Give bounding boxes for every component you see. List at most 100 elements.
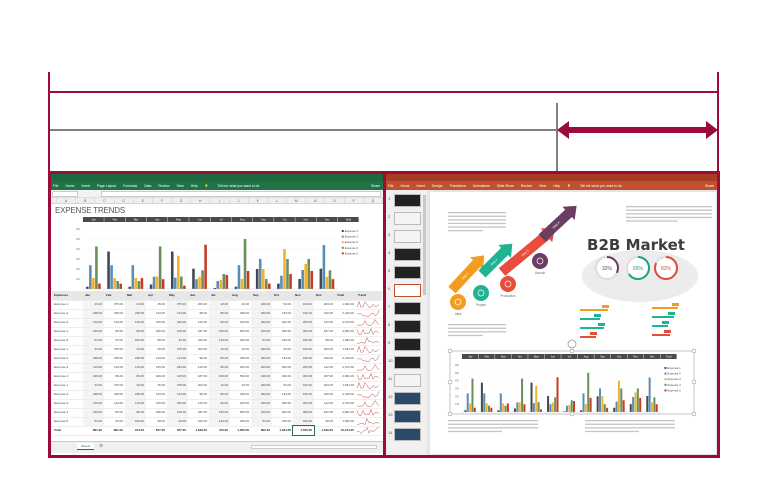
cell-value[interactable]: 200.00 [251,399,272,409]
total-value[interactable]: 470.00 [209,426,230,436]
cell-value[interactable]: 238.00 [125,390,146,400]
cell-value[interactable]: 1,593.00 [335,336,356,346]
cell-value[interactable]: 443.00 [188,336,209,346]
cell-value[interactable]: 100.00 [230,399,251,409]
cell-value[interactable]: 200.00 [251,318,272,328]
cell-value[interactable]: 180.00 [293,336,314,346]
cell-value[interactable]: 203.00 [314,300,335,310]
cell-value[interactable]: 54.00 [272,300,293,310]
cell-value[interactable]: 250.00 [293,318,314,328]
cell-value[interactable]: 200.00 [251,345,272,355]
column-header-L[interactable]: L [268,198,288,203]
total-value[interactable]: 977.00 [167,426,188,436]
cell-value[interactable]: 33.00 [167,417,188,427]
cell-value[interactable]: 187.00 [314,408,335,418]
cell-value[interactable]: 300.00 [272,408,293,418]
slide-thumbnail-7[interactable] [394,302,421,315]
cell-value[interactable]: 400.00 [272,399,293,409]
cell-value[interactable]: 125.00 [167,327,188,337]
cell-value[interactable]: 110.00 [83,363,104,373]
cell-value[interactable]: 500.00 [230,372,251,382]
cell-value[interactable]: 54.00 [104,336,125,346]
cell-value[interactable]: 110.00 [83,399,104,409]
cell-value[interactable]: 23.00 [125,345,146,355]
cell-value[interactable]: 113.00 [167,390,188,400]
ribbon-tab-data[interactable]: Data [144,183,152,188]
cell-value[interactable]: 375.00 [167,300,188,310]
cell-value[interactable]: 100.00 [293,345,314,355]
column-header-E[interactable]: E [134,198,153,203]
cell-value[interactable]: 100.00 [251,327,272,337]
cell-value[interactable]: 123.00 [146,390,167,400]
slide-thumbnail-12[interactable] [394,392,421,405]
ribbon-tab-insert[interactable]: Insert [81,183,90,188]
slide-canvas[interactable]: Step 1 Step 2 Step 3 Step 4 Idea Project Produ… [430,192,716,454]
cell-value[interactable]: 10.00 [209,381,230,391]
cell-value[interactable]: 54.00 [83,417,104,427]
share-button[interactable]: Share [370,183,380,188]
cell-value[interactable]: 33.00 [167,336,188,346]
cell-value[interactable]: 180.00 [230,417,251,427]
column-header-K[interactable]: K [249,198,268,203]
cell-value[interactable]: 426.00 [83,327,104,337]
cell-value[interactable]: 2,072.00 [335,363,356,373]
cell-value[interactable]: 23.00 [83,381,104,391]
column-header-H[interactable]: H [191,198,211,203]
cell-value[interactable]: 125.00 [146,363,167,373]
cell-value[interactable]: 426.00 [146,327,167,337]
cell-value[interactable]: 180.00 [230,336,251,346]
cell-value[interactable]: 80.00 [209,390,230,400]
cell-value[interactable]: 300.00 [251,309,272,319]
total-value[interactable]: 374.00 [125,426,146,436]
column-header-O[interactable]: O [325,198,345,203]
tell-me-search[interactable]: 💡 Tell me what you want to do [205,184,267,188]
cell-value[interactable]: 122.00 [188,318,209,328]
cell-value[interactable]: 203.00 [314,381,335,391]
cell-value[interactable]: 110.00 [104,399,125,409]
total-value[interactable]: 1,520.00 [292,425,315,436]
cell-value[interactable]: 187.00 [188,327,209,337]
cell-value[interactable]: 100.00 [251,372,272,382]
cell-value[interactable]: 54.00 [272,345,293,355]
cell-value[interactable]: 123.00 [146,309,167,319]
total-value[interactable]: 1,649.00 [314,426,335,436]
table-header-may[interactable]: May [167,291,188,301]
cell-value[interactable]: 23.00 [230,300,251,310]
add-sheet-icon[interactable]: ⊕ [99,443,104,449]
ribbon-tab-review[interactable]: Review [520,183,532,188]
cell-value[interactable]: 187.00 [188,372,209,382]
cell-value[interactable]: 133.00 [272,390,293,400]
cell-value[interactable]: 54.00 [251,336,272,346]
cell-value[interactable]: 10.00 [209,345,230,355]
cell-value[interactable]: 400.00 [272,363,293,373]
cell-value[interactable]: 440.00 [314,309,335,319]
cell-value[interactable]: 109.00 [125,417,146,427]
cell-value[interactable]: 23.00 [230,381,251,391]
cell-value[interactable]: 250.00 [293,363,314,373]
cell-value[interactable]: 45.00 [146,300,167,310]
cell-value[interactable]: 375.00 [167,345,188,355]
total-value[interactable]: 861.00 [104,426,125,436]
cell-value[interactable]: 140.00 [209,417,230,427]
ribbon-tab-file[interactable]: File [53,183,59,188]
cell-value[interactable]: 333.00 [167,399,188,409]
cell-value[interactable]: 180.00 [293,417,314,427]
cell-value[interactable]: 203.00 [188,345,209,355]
slide-thumbnail-5[interactable] [394,266,421,279]
cell-value[interactable]: 80.00 [104,372,125,382]
slide-thumbnail-11[interactable] [394,374,421,387]
thumbnail-scrollbar[interactable] [423,195,426,295]
cell-value[interactable]: 110.00 [125,399,146,409]
cell-value[interactable]: 100.00 [230,318,251,328]
column-header-J[interactable]: J [230,198,249,203]
cell-value[interactable]: 23.00 [125,381,146,391]
cell-value[interactable]: 2,861.00 [335,408,356,418]
cell-value[interactable]: 238.00 [230,309,251,319]
cell-value[interactable]: 113.00 [167,354,188,364]
total-value[interactable]: 1,034.00 [272,426,293,436]
table-header-feb[interactable]: Feb [104,291,125,301]
cell-value[interactable]: 2,429.00 [335,309,356,319]
column-header-I[interactable]: I [210,198,230,203]
cell-value[interactable]: 150.00 [209,408,230,418]
cell-value[interactable]: 98.00 [146,336,167,346]
